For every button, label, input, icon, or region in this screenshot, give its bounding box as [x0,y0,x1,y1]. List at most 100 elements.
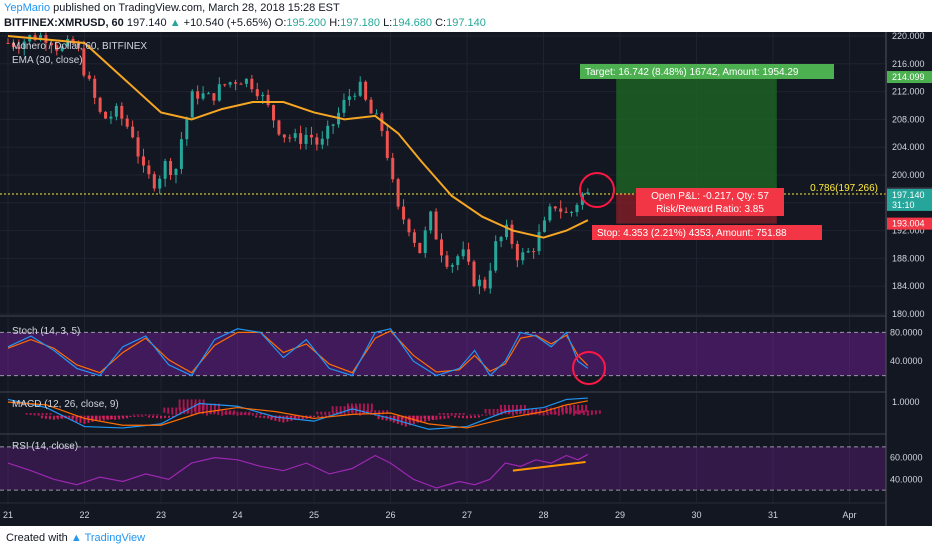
macd-legend-label: MACD (12, 26, close, 9) [12,399,119,410]
macd-bar [248,411,251,415]
macd-bar [29,413,32,416]
target-label-group: Target: 16.742 (8.48%) 16742, Amount: 19… [580,64,834,79]
author-link[interactable]: YepMario [4,2,51,14]
macd-bar [121,415,124,417]
macd-bar [590,410,593,416]
time-tick-label: 29 [615,510,625,520]
macd-bar [239,413,242,415]
rsi-panel: RSI (14, close) [0,441,886,491]
open-label: O: [274,17,287,29]
macd-bar [129,415,132,418]
price-badge [887,198,932,211]
candle [11,43,15,47]
macd-bar [133,415,136,417]
macd-bar [217,410,220,416]
macd-bar [332,411,335,416]
macd-bar [582,410,585,416]
macd-bar [117,415,120,417]
macd-bar [49,413,52,415]
candle [93,78,97,98]
macd-bar [94,415,97,421]
macd-bar [221,410,224,416]
pnl-label-group[interactable]: Open P&L: -0.217, Qty: 57 Risk/Reward Ra… [636,188,784,216]
candle [250,78,254,90]
candle [277,120,281,135]
candle [39,35,43,41]
candle [158,178,162,189]
macd-bar [60,415,63,418]
macd-bar [442,413,445,416]
macd-bar [481,414,484,416]
open-value: 195.200 [286,17,327,29]
candle [163,160,167,179]
price-tick-label: 188.000 [892,253,925,263]
stoch-k-line [7,328,589,377]
macd-bar [370,410,373,416]
macd-bar [320,411,323,415]
macd-bar [186,399,189,414]
macd-bar [167,407,170,414]
time-tick-label: 31 [768,510,778,520]
macd-bar [469,414,472,416]
candle [293,133,297,138]
macd-bar [156,415,158,419]
macd-bar [435,415,438,420]
rsi-legend-label: RSI (14, close) [12,441,78,452]
candle [288,137,292,139]
candle [141,156,145,166]
candle [104,111,108,119]
candle [391,157,395,180]
price-tick-label: 216.000 [892,59,925,69]
candle [320,138,324,145]
highlight-circle-stoch [572,351,606,385]
created-with-text: Created with [6,532,68,544]
macd-bar [542,411,545,416]
price-badge [887,188,932,201]
macd-bar [577,404,580,415]
time-tick-label: Apr [842,510,856,520]
macd-bar [83,415,86,424]
macd-bar [339,406,342,415]
candle [374,113,378,115]
macd-bar [122,415,125,419]
panel-separators [0,315,886,504]
price-axis[interactable]: 220.000 216.000 212.000 208.000 204.000 200.0… [892,32,925,319]
macd-bar [56,415,59,420]
chart-header: YepMario published on TradingView.com, M… [0,0,932,32]
macd-bar [416,415,419,422]
candle [136,137,140,157]
candle [434,211,438,240]
candle [570,212,574,214]
macd-panel: MACD (12, 26, close, 9) [7,397,601,430]
tradingview-link[interactable]: TradingView [84,532,146,544]
macd-bar [386,410,389,414]
macd-bar [523,404,526,412]
candle [98,97,102,112]
macd-bar [454,415,456,418]
time-axis[interactable]: 21 22 23 24 25 26 27 28 29 30 31 Apr [3,510,857,520]
candle [542,220,546,232]
macd-bar [515,408,518,414]
candle [120,105,124,119]
candle [402,206,406,220]
macd-bar [573,404,576,416]
macd-bar [382,410,385,415]
macd-bar [474,415,476,418]
macd-bar [346,403,349,412]
candle [255,89,259,97]
rsi-band [0,446,886,491]
macd-bar [144,414,147,416]
target-label-box [580,64,834,79]
macd-line [7,397,588,430]
chart-canvas[interactable]: 0.786(197.266) Target: 16.742 (8.48%) 16… [0,32,932,526]
macd-bar [152,415,154,418]
macd-bar [259,415,262,418]
macd-bar [90,415,93,420]
candle [190,91,194,118]
candle [575,204,579,213]
macd-bar [396,415,399,424]
macd-bar [535,408,538,415]
published-text: published on TradingView.com, March 28, … [53,2,340,14]
macd-bar [48,415,51,420]
price-tick-label: 192.000 [892,226,925,236]
